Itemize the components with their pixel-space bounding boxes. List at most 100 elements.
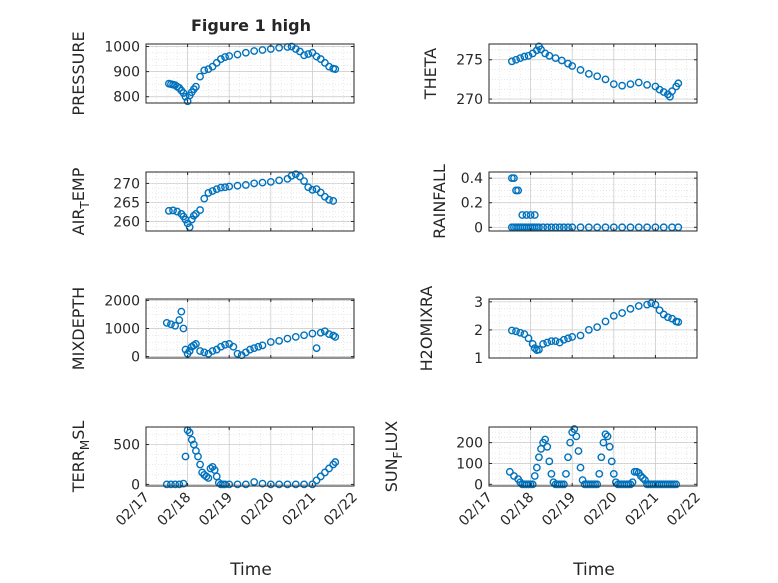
- data-point: [266, 480, 275, 489]
- data-point: [570, 425, 579, 433]
- data-point: [593, 480, 602, 489]
- axes-box: [145, 171, 355, 232]
- data-point: [216, 342, 225, 351]
- data-point: [609, 80, 618, 89]
- data-point: [287, 171, 296, 180]
- y-tick-label: 0: [474, 477, 483, 493]
- data-point: [192, 340, 200, 348]
- data-point: [312, 344, 321, 353]
- data-point: [568, 333, 577, 341]
- y-axis-label: TERRMSL: [69, 421, 92, 494]
- y-tick-label: 0.2: [461, 196, 483, 212]
- data-point: [325, 330, 333, 339]
- data-point: [325, 464, 333, 473]
- data-point: [320, 468, 329, 477]
- data-point: [185, 428, 194, 437]
- data-point: [535, 345, 543, 354]
- data-point: [221, 53, 229, 61]
- data-point: [526, 211, 535, 219]
- data-point: [512, 327, 520, 336]
- data-point: [258, 341, 267, 350]
- data-point: [331, 458, 340, 466]
- data-point: [655, 306, 664, 315]
- data-point: [626, 304, 635, 313]
- data-point: [566, 438, 575, 447]
- data-point: [221, 340, 229, 349]
- data-point: [545, 457, 554, 466]
- data-point: [300, 480, 308, 489]
- data-point: [241, 48, 250, 57]
- data-point: [167, 480, 175, 489]
- data-point: [316, 328, 325, 337]
- data-point: [518, 211, 527, 219]
- data-point: [643, 300, 651, 309]
- y-tick-label: 0: [131, 477, 140, 493]
- data-point: [167, 320, 175, 329]
- data-point: [196, 206, 204, 214]
- data-point: [312, 476, 321, 485]
- data-point: [179, 324, 188, 333]
- y-axis-label: THETA: [421, 48, 440, 100]
- data-point: [250, 344, 259, 353]
- data-point: [609, 470, 618, 478]
- data-point: [532, 46, 541, 55]
- data-point: [316, 188, 325, 197]
- data-point: [291, 333, 300, 341]
- data-point: [200, 194, 209, 203]
- data-point: [643, 81, 651, 89]
- data-point: [607, 457, 616, 466]
- data-point: [618, 81, 627, 90]
- data-point: [574, 447, 583, 455]
- data-point: [514, 186, 523, 195]
- data-point: [275, 336, 284, 345]
- data-point: [202, 472, 211, 481]
- data-point: [547, 470, 556, 478]
- data-point: [641, 476, 649, 485]
- data-point: [189, 211, 198, 220]
- data-point: [225, 182, 234, 191]
- y-tick-label: 3: [474, 295, 483, 311]
- data-point: [194, 452, 202, 461]
- data-point: [304, 50, 313, 58]
- axes-box: [488, 298, 698, 359]
- data-point: [233, 349, 242, 358]
- plot-area: [489, 299, 697, 358]
- data-point: [551, 337, 560, 346]
- data-point: [524, 51, 533, 60]
- panel-5: 0 1000 2000 MIXDEPTH: [69, 287, 355, 370]
- data-point: [562, 470, 570, 478]
- data-point: [208, 347, 217, 355]
- data-point: [308, 185, 317, 194]
- data-point: [325, 62, 333, 71]
- data-point: [183, 219, 192, 228]
- data-point: [275, 43, 284, 52]
- data-point: [296, 172, 304, 181]
- y-axis-label: H2OMIXRA: [417, 286, 436, 372]
- y-tick-label: 200: [456, 436, 483, 452]
- axes-box: [488, 171, 698, 232]
- data-point: [171, 321, 180, 330]
- data-point: [177, 307, 186, 316]
- data-point: [181, 345, 190, 354]
- data-point: [254, 342, 263, 351]
- y-tick-label: 0: [474, 220, 483, 236]
- data-point: [597, 453, 606, 462]
- data-point: [601, 317, 610, 326]
- data-point: [291, 480, 300, 489]
- panel-2: 270 275 THETA: [421, 42, 698, 108]
- data-point: [516, 328, 525, 337]
- plot-area: [146, 427, 354, 486]
- data-point: [179, 89, 188, 97]
- y-axis-label: MIXDEPTH: [69, 287, 88, 370]
- data-point: [505, 467, 514, 476]
- data-point: [535, 453, 543, 462]
- y-tick-label: 900: [113, 65, 140, 81]
- data-point: [162, 480, 171, 489]
- data-point: [169, 206, 177, 215]
- data-point: [275, 480, 284, 489]
- data-point: [275, 176, 284, 185]
- data-point: [520, 52, 529, 61]
- data-point: [208, 187, 217, 195]
- data-point: [221, 183, 229, 192]
- data-point: [229, 342, 238, 351]
